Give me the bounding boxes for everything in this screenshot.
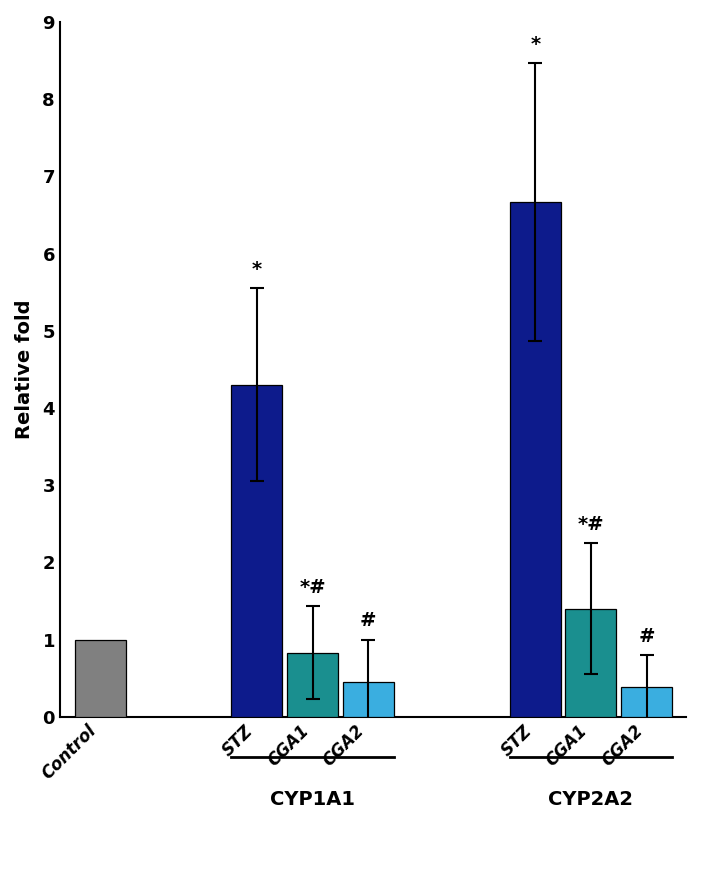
Text: *#: *#	[578, 515, 604, 534]
Text: *: *	[530, 35, 540, 54]
Bar	[231, 385, 283, 717]
Bar	[75, 640, 126, 717]
Text: #: #	[639, 627, 655, 646]
Text: *#: *#	[299, 578, 326, 597]
Text: *: *	[252, 260, 262, 279]
Text: CYP1A1: CYP1A1	[270, 790, 355, 809]
Text: #: #	[360, 611, 376, 631]
Bar	[621, 687, 672, 717]
Bar	[566, 608, 616, 717]
Bar	[343, 682, 394, 717]
Text: CYP2A2: CYP2A2	[548, 790, 634, 809]
Bar	[287, 652, 338, 717]
Bar	[510, 202, 561, 717]
Y-axis label: Relative fold: Relative fold	[15, 299, 34, 439]
